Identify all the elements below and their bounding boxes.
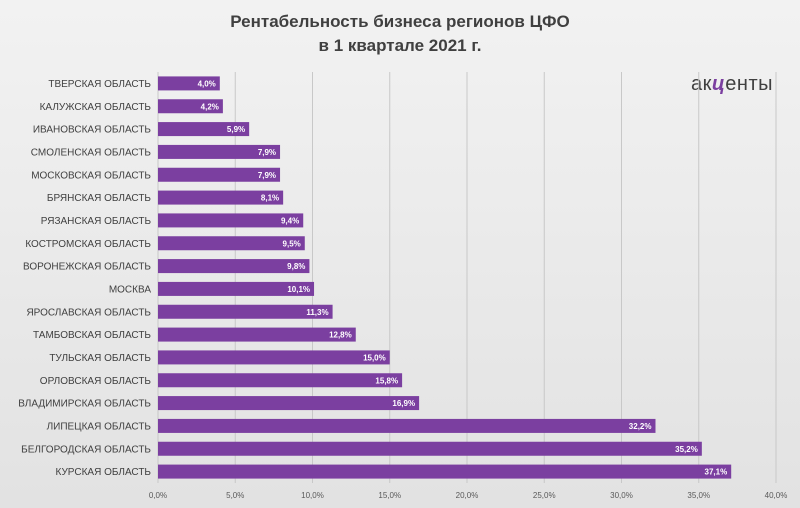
chart-title-line-2: в 1 квартале 2021 г. <box>318 36 482 55</box>
x-tick-label: 5,0% <box>226 491 244 500</box>
bar <box>158 99 223 114</box>
bar <box>158 122 250 137</box>
logo-part-mid: ц <box>711 73 726 95</box>
x-tick-label: 30,0% <box>610 491 633 500</box>
bar <box>158 441 702 456</box>
bar <box>158 167 281 182</box>
category-label: ТВЕРСКАЯ ОБЛАСТЬ <box>48 79 151 90</box>
bar <box>158 76 220 91</box>
bar <box>158 396 420 411</box>
data-label: 11,3% <box>306 308 328 317</box>
category-label: БРЯНСКАЯ ОБЛАСТЬ <box>47 193 152 204</box>
data-label: 7,9% <box>258 148 276 157</box>
data-label: 4,2% <box>201 102 219 111</box>
data-label: 9,5% <box>283 239 301 248</box>
bar <box>158 236 305 251</box>
category-label: МОСКВА <box>109 284 151 295</box>
data-label: 4,0% <box>198 79 216 88</box>
category-label: МОСКОВСКАЯ ОБЛАСТЬ <box>31 170 151 181</box>
logo-part-right: енты <box>725 73 773 95</box>
data-label: 15,8% <box>375 376 398 385</box>
data-label: 37,1% <box>705 468 728 477</box>
bar <box>158 281 315 296</box>
category-label: ИВАНОВСКАЯ ОБЛАСТЬ <box>33 125 152 136</box>
data-label: 10,1% <box>287 285 310 294</box>
data-label: 15,0% <box>363 353 386 362</box>
bar <box>158 304 333 319</box>
x-tick-label: 0,0% <box>149 491 167 500</box>
category-label: СМОЛЕНСКАЯ ОБЛАСТЬ <box>31 147 152 158</box>
category-label: РЯЗАНСКАЯ ОБЛАСТЬ <box>41 216 152 227</box>
bar <box>158 373 403 388</box>
logo-part-left: ак <box>691 73 712 95</box>
bar <box>158 144 281 159</box>
bar <box>158 213 304 228</box>
chart-title-line-1: Рентабельность бизнеса регионов ЦФО <box>230 12 570 31</box>
data-label: 32,2% <box>629 422 652 431</box>
x-tick-label: 25,0% <box>533 491 556 500</box>
bar <box>158 464 732 479</box>
x-tick-label: 20,0% <box>456 491 479 500</box>
data-label: 16,9% <box>392 399 415 408</box>
bar <box>158 350 390 365</box>
category-label: ОРЛОВСКАЯ ОБЛАСТЬ <box>40 376 152 387</box>
category-label: ЛИПЕЦКАЯ ОБЛАСТЬ <box>47 421 152 432</box>
chart-title: Рентабельность бизнеса регионов ЦФО в 1 … <box>0 10 800 58</box>
category-label: КОСТРОМСКАЯ ОБЛАСТЬ <box>25 239 151 250</box>
category-label: ВОРОНЕЖСКАЯ ОБЛАСТЬ <box>23 262 151 273</box>
bar <box>158 259 310 274</box>
category-label: ТУЛЬСКАЯ ОБЛАСТЬ <box>49 353 151 364</box>
category-label: ЯРОСЛАВСКАЯ ОБЛАСТЬ <box>26 307 151 318</box>
bar <box>158 190 284 205</box>
data-label: 12,8% <box>329 331 352 340</box>
category-label: КУРСКАЯ ОБЛАСТЬ <box>56 467 152 478</box>
data-label: 5,9% <box>227 125 245 134</box>
category-label: КАЛУЖСКАЯ ОБЛАСТЬ <box>40 102 152 113</box>
data-label: 9,8% <box>287 262 305 271</box>
bar <box>158 327 356 342</box>
data-label: 7,9% <box>258 171 276 180</box>
data-label: 9,4% <box>281 216 299 225</box>
x-tick-label: 35,0% <box>687 491 710 500</box>
category-label: ТАМБОВСКАЯ ОБЛАСТЬ <box>33 330 151 341</box>
x-tick-label: 15,0% <box>378 491 401 500</box>
category-label: ВЛАДИМИРСКАЯ ОБЛАСТЬ <box>18 399 151 410</box>
x-tick-label: 10,0% <box>301 491 324 500</box>
category-label: БЕЛГОРОДСКАЯ ОБЛАСТЬ <box>21 444 151 455</box>
bar <box>158 418 656 433</box>
brand-logo: акценты <box>691 73 773 96</box>
data-label: 8,1% <box>261 194 279 203</box>
data-label: 35,2% <box>675 445 698 454</box>
x-tick-label: 40,0% <box>765 491 788 500</box>
